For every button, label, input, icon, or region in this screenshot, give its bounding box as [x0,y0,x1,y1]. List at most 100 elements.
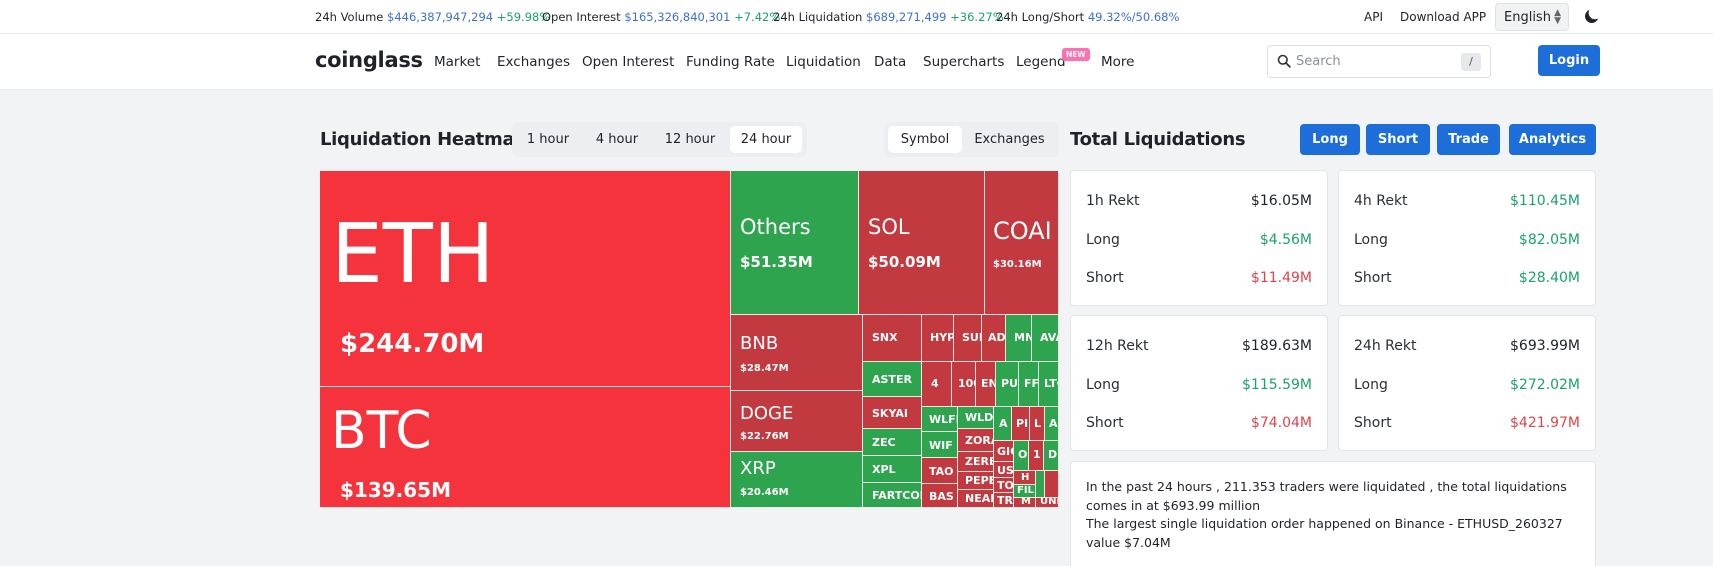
tile-symbol: FF [1024,377,1039,390]
tile-skyai[interactable]: SKYAI [863,397,922,429]
tile-symbol: XPL [872,463,896,476]
tile-wld[interactable]: WLD [958,407,994,429]
nav-legend[interactable]: Legend [1016,54,1066,70]
tile-symbol: MNT [1014,331,1031,344]
tile-symbol: DOGE [740,403,794,424]
tile-m[interactable]: M [1014,498,1036,508]
trade-button[interactable]: Trade [1437,124,1500,155]
tile-zerebro[interactable]: ZEREBRO [958,452,994,472]
nav-exchanges[interactable]: Exchanges [497,54,570,70]
tile-value: $22.76M [740,431,789,442]
ticker-liq-value: $689,271,499 [866,10,947,24]
summary-traders-line: In the past 24 hours , 211.353 traders w… [1086,479,1567,513]
api-link[interactable]: API [1364,10,1383,24]
tile-ada[interactable]: ADA [982,315,1006,362]
tile-ena[interactable]: ENA [976,362,996,407]
tile-others[interactable]: Others $51.35M [731,171,859,315]
tile-a-2[interactable]: A [1045,407,1059,441]
time-range-tabs: 1 hour 4 hour 12 hour 24 hour [512,122,807,157]
nav-supercharts[interactable]: Supercharts [923,54,1005,70]
tile-symbol: 1 [1033,448,1041,461]
analytics-button[interactable]: Analytics [1509,124,1596,155]
tab-4-hour[interactable]: 4 hour [595,132,639,147]
dark-mode-moon-icon[interactable] [1583,7,1601,25]
card-short-label: Short [1354,270,1392,286]
tile-sui[interactable]: SUI [954,315,982,362]
tile-eth[interactable]: ETH $244.70M [320,171,731,387]
tile-aster[interactable]: ASTER [863,362,922,397]
tile-symbol: A [1049,417,1058,430]
card-long-label: Long [1086,377,1120,393]
tile-pi[interactable]: PI [1012,407,1030,441]
tab-symbol[interactable]: Symbol [888,126,962,153]
tile-hype[interactable]: HYPE [922,315,954,362]
nav-open-interest[interactable]: Open Interest [582,54,675,70]
tile-xpl[interactable]: XPL [863,456,922,483]
tile-a[interactable]: A [994,407,1012,441]
download-app-link[interactable]: Download APP [1400,10,1487,24]
search-box[interactable]: Search / [1267,45,1491,78]
tile-bas[interactable]: BAS [922,484,958,508]
tile-tao[interactable]: TAO [922,458,958,484]
tile-d[interactable]: D [1044,441,1059,471]
tile-doge[interactable]: DOGE $22.76M [731,391,863,452]
tile-1000[interactable]: 1000 [952,362,976,407]
tile-value: $28.47M [740,363,789,374]
tile-symbol: WLFI [929,413,958,426]
tab-exchanges[interactable]: Exchanges [974,132,1045,147]
main-nav: coinglass Market Exchanges Open Interest… [0,34,1713,90]
tile-btc[interactable]: BTC $139.65M [320,387,731,508]
tile-avax[interactable]: AVAX [1032,315,1059,362]
tile-coai[interactable]: COAI $30.16M [985,171,1059,315]
login-button[interactable]: Login [1538,45,1600,76]
tile-symbol: WIF [929,439,953,452]
tile-ff[interactable]: FF [1019,362,1039,407]
tile-xrp[interactable]: XRP $20.46M [731,452,863,508]
long-button[interactable]: Long [1300,124,1360,155]
tile-wlfi[interactable]: WLFI [922,407,958,432]
tab-24-hour[interactable]: 24 hour [730,126,802,153]
tile-snx[interactable]: SNX [863,315,922,362]
card-title: 24h Rekt [1354,338,1417,354]
tile-1[interactable]: 1 [1029,441,1044,471]
tile-h[interactable]: H [1014,471,1036,485]
language-select[interactable]: English ▲ ▼ [1495,3,1569,31]
tile-l[interactable]: L [1030,407,1045,441]
tile-ltc[interactable]: LTC [1039,362,1059,407]
tile-sol[interactable]: SOL $50.09M [859,171,985,315]
tile-fartcoin[interactable]: FARTCOIN [863,483,922,508]
tile-useless[interactable]: USELESS [994,462,1014,478]
tile-trump[interactable]: TRUMP [994,493,1014,508]
tile-bnb[interactable]: BNB $28.47M [731,315,863,391]
tile-toshi[interactable]: TOSHI [994,478,1014,493]
tile-value: $20.46M [740,487,789,498]
tab-12-hour[interactable]: 12 hour [664,132,716,147]
card-title: 1h Rekt [1086,193,1140,209]
nav-more[interactable]: More [1101,54,1135,70]
tile-4[interactable]: 4 [922,362,952,407]
tile-pepe[interactable]: PEPE [958,472,994,490]
nav-liquidation[interactable]: Liquidation [786,54,861,70]
tile-o[interactable]: O [1014,441,1029,471]
search-input[interactable]: Search [1296,54,1341,69]
card-short: $11.49M [1250,270,1312,286]
tile-zora[interactable]: ZORA [958,429,994,452]
tile-mnt[interactable]: MNT [1006,315,1032,362]
tile-pump[interactable]: PUMP [996,362,1019,407]
tile-zec[interactable]: ZEC [863,429,922,456]
card-long: $82.05M [1518,232,1580,248]
tile-uni[interactable]: UNI [1036,498,1059,508]
tab-1-hour[interactable]: 1 hour [526,132,570,147]
nav-data[interactable]: Data [874,54,907,70]
short-button[interactable]: Short [1366,124,1430,155]
tile-wif[interactable]: WIF [922,432,958,458]
tile-symbol: L [1034,417,1042,430]
nav-market[interactable]: Market [434,54,481,70]
tile-fil[interactable]: FIL [1014,485,1036,498]
tile-red-small[interactable] [1045,471,1059,498]
coinglass-logo[interactable]: coinglass [315,48,423,72]
tile-green-small[interactable] [1036,471,1045,498]
tile-near[interactable]: NEAR [958,490,994,508]
nav-funding-rate[interactable]: Funding Rate [686,54,775,70]
tile-giggle[interactable]: GIGGLE [994,441,1014,462]
